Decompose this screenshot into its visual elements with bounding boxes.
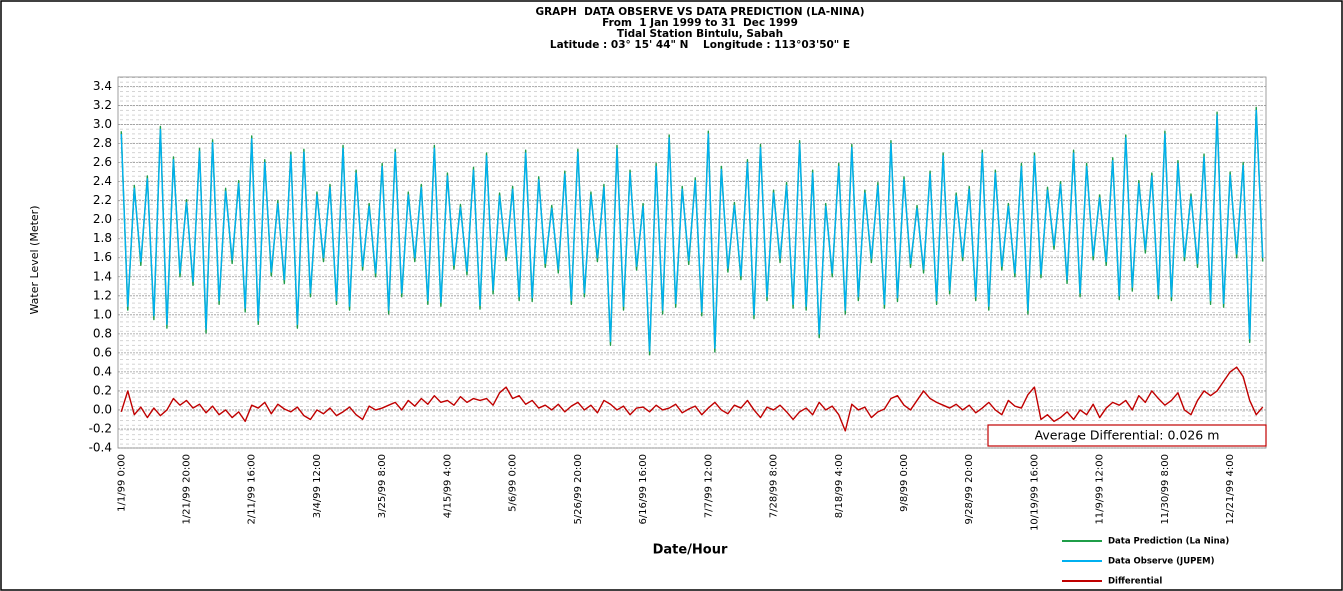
x-tick-label: 7/7/99 12:00: [703, 454, 714, 518]
x-tick-label: 12/21/99 4:00: [1225, 454, 1236, 525]
plot-border: [117, 76, 1267, 449]
x-tick-label: 1/21/99 20:00: [181, 454, 192, 525]
y-tick-label: 0.4: [93, 364, 112, 378]
subtitle: Latitude : 03° 15' 44" N Longitude : 113…: [550, 39, 850, 51]
legend-label: Data Observe (JUPEM): [1108, 557, 1215, 567]
annotation: Average Differential: 0.026 m: [1035, 428, 1220, 443]
annotation-box: [987, 424, 1267, 447]
subtitle: From 1 Jan 1999 to 31 Dec 1999: [602, 17, 798, 29]
y-tick-label: 3.4: [93, 79, 112, 93]
y-tick-label: 1.0: [93, 307, 112, 321]
series-line: [120, 109, 1264, 352]
y-tick-label: 2.0: [93, 212, 112, 226]
y-tick-label: 3.0: [93, 117, 112, 131]
x-tick-label: 4/15/99 4:00: [442, 454, 453, 518]
x-tick-label: 9/8/99 0:00: [899, 454, 910, 512]
legend-label: Data Prediction (La Nina): [1108, 537, 1229, 547]
y-tick-label: 2.6: [93, 155, 112, 169]
y-tick-label: 0.0: [93, 402, 112, 416]
x-tick-label: 11/9/99 12:00: [1095, 454, 1106, 525]
legend-label: Differential: [1108, 577, 1162, 587]
y-tick-label: 1.8: [93, 231, 112, 245]
x-tick-label: 6/16/99 16:00: [638, 454, 649, 525]
y-tick-label: 0.2: [93, 383, 112, 397]
y-tick-label: 1.4: [93, 269, 112, 283]
chart-title: GRAPH DATA OBSERVE VS DATA PREDICTION (L…: [535, 6, 864, 18]
x-tick-label: 9/28/99 20:00: [964, 454, 975, 525]
series-line: [120, 366, 1264, 432]
y-tick-label: 2.2: [93, 193, 112, 207]
y-tick-label: -0.2: [89, 421, 112, 435]
y-tick-label: 1.6: [93, 250, 112, 264]
x-axis-label: Date/Hour: [653, 543, 728, 558]
y-tick-label: 1.2: [93, 288, 112, 302]
y-tick-label: -0.4: [89, 441, 112, 455]
x-tick-label: 10/19/99 16:00: [1029, 454, 1040, 531]
x-tick-label: 5/6/99 0:00: [508, 454, 519, 512]
x-tick-label: 7/28/99 8:00: [769, 454, 780, 518]
x-tick-label: 3/4/99 12:00: [312, 454, 323, 518]
y-tick-label: 2.8: [93, 136, 112, 150]
y-tick-label: 2.4: [93, 174, 112, 188]
y-tick-label: 0.8: [93, 326, 112, 340]
x-tick-label: 5/26/99 20:00: [573, 454, 584, 525]
y-tick-label: 0.6: [93, 345, 112, 359]
x-tick-label: 1/1/99 0:00: [116, 454, 127, 512]
subtitle: Tidal Station Bintulu, Sabah: [617, 28, 783, 40]
x-tick-label: 3/25/99 8:00: [377, 454, 388, 518]
x-tick-label: 2/11/99 16:00: [247, 454, 258, 525]
x-tick-label: 11/30/99 8:00: [1160, 454, 1171, 525]
y-axis-label: Water Level (Meter): [28, 206, 41, 315]
plot-background: [118, 77, 1266, 448]
y-tick-label: 3.2: [93, 98, 112, 112]
x-tick-label: 8/18/99 4:00: [834, 454, 845, 518]
